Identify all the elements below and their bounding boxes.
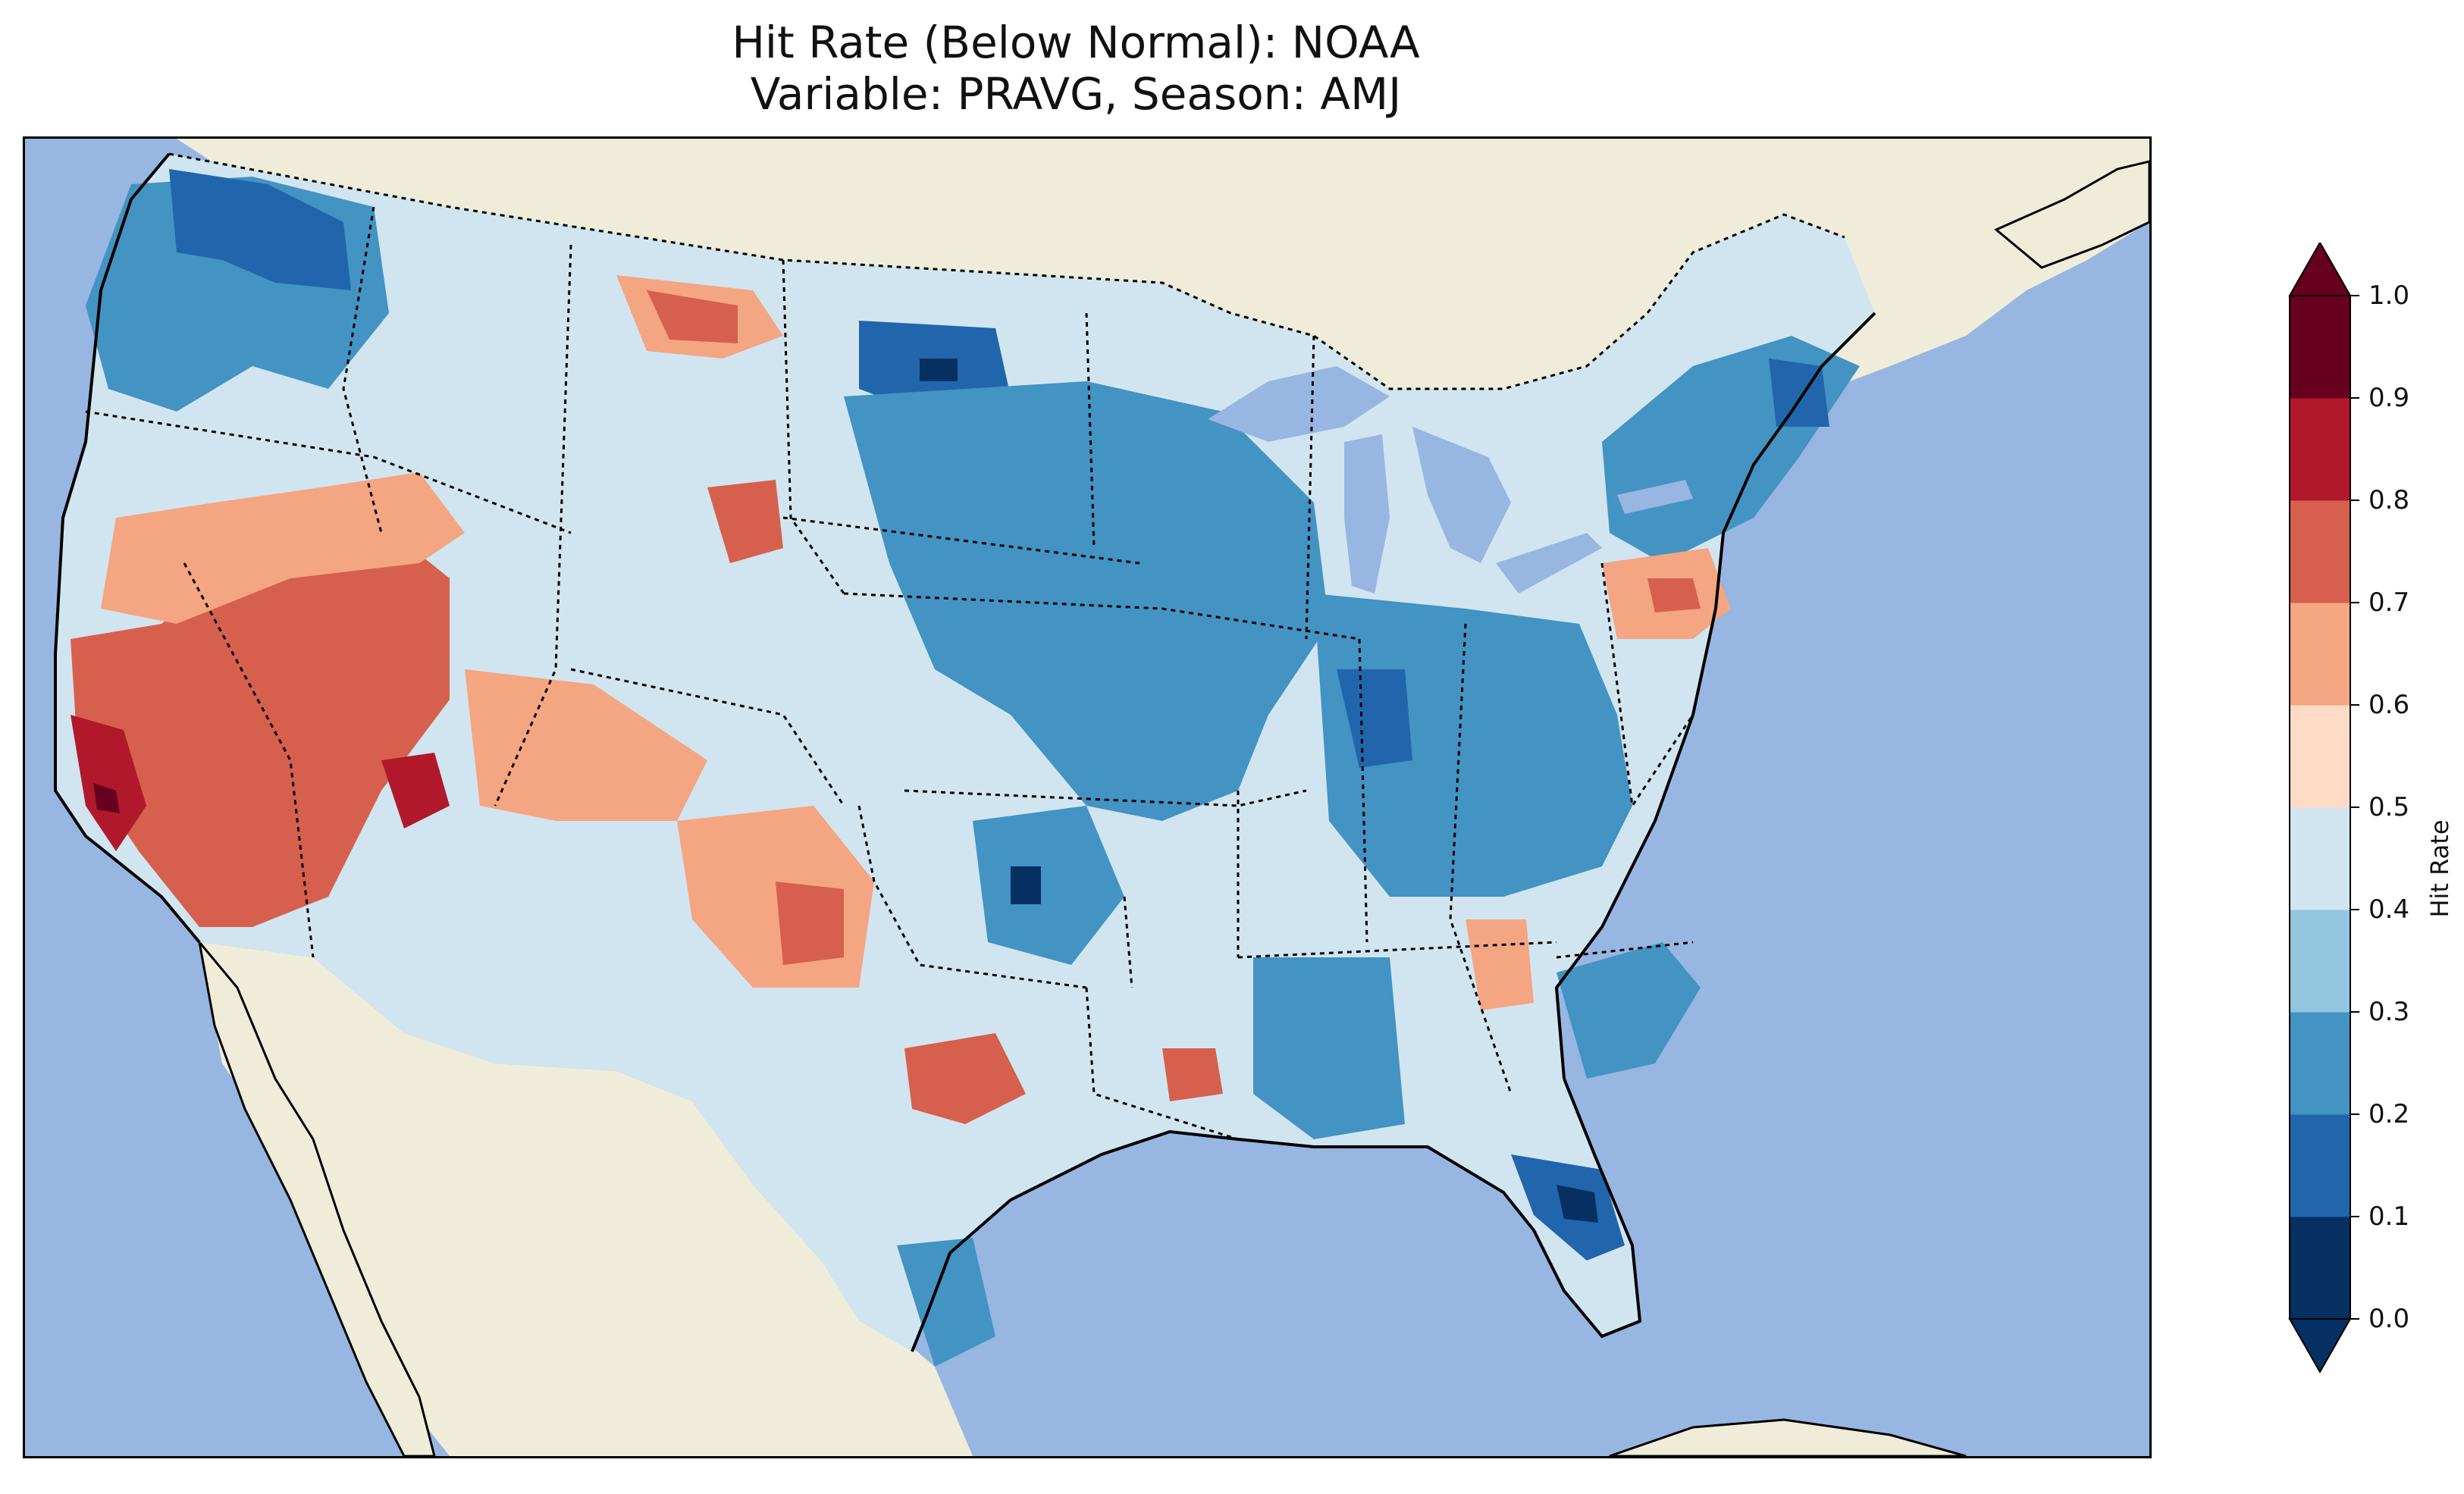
lake-ontario (1617, 480, 1693, 514)
lake-michigan (1344, 434, 1390, 594)
lake-huron (1412, 427, 1511, 563)
colorbar-segment (2290, 910, 2350, 1013)
tx-south (897, 1238, 995, 1367)
map-panel (23, 136, 2152, 1458)
borders (54, 152, 1876, 1352)
colorbar-tick-label: 0.2 (2368, 1099, 2410, 1129)
map-title: Hit Rate (Below Normal): NOAA Variable: … (0, 17, 2152, 120)
lake-superior (1208, 366, 1390, 442)
mexico-land (199, 942, 973, 1456)
colorbar (2288, 243, 2359, 1374)
colorbar-tick-label: 0.7 (2368, 587, 2410, 618)
ohio-dark (1337, 669, 1412, 768)
title-line-1: Hit Rate (Below Normal): NOAA (732, 17, 1420, 68)
ga-orange (1466, 919, 1534, 1010)
colorbar-tick-label: 0.6 (2368, 690, 2410, 720)
title-line-2: Variable: PRAVG, Season: AMJ (750, 68, 1402, 120)
colorbar-ticks (2350, 295, 2359, 1320)
mt-red (647, 290, 738, 343)
ok-red (776, 882, 844, 965)
midwest-blue (844, 381, 1329, 821)
pnw-dark (169, 169, 351, 290)
colorbar-extend-low (2288, 1318, 2352, 1374)
az-darkred (381, 753, 450, 828)
la-red (1162, 1048, 1223, 1101)
baja-land (197, 938, 436, 1456)
colorbar-tick-label: 1.0 (2368, 280, 2410, 311)
nova-scotia-land (1994, 160, 2149, 269)
colorbar-label: Hit Rate (2425, 819, 2454, 918)
nd-deep (920, 359, 958, 381)
ut-orange (465, 669, 707, 821)
colorbar-tick-label: 0.3 (2368, 997, 2410, 1027)
colorbar-segment (2290, 398, 2350, 501)
colorbar-segment (2290, 807, 2350, 910)
ks-blue (973, 806, 1124, 965)
great-lakes (1208, 366, 1693, 594)
colorbar-tick-label: 0.4 (2368, 894, 2410, 925)
colorbar-segment (2290, 296, 2350, 399)
sc-blue (1556, 942, 1701, 1079)
colorbar-segment (2290, 1012, 2350, 1115)
canada-border (168, 152, 1845, 390)
colorbar-tick-label: 0.0 (2368, 1304, 2410, 1334)
colorbar-tick-label: 0.8 (2368, 485, 2410, 515)
colorbar-extend-high (2288, 243, 2352, 296)
colorbar-tick-label: 0.9 (2368, 383, 2410, 413)
hit-rate-map (25, 139, 2149, 1456)
wy-red (707, 480, 783, 563)
colorbar-segments (2290, 296, 2350, 1320)
ca-red (71, 518, 450, 927)
socal-deepred (93, 783, 120, 813)
colorbar-segment (2290, 705, 2350, 808)
ca-orange (101, 472, 465, 624)
colorbar-segment (2290, 500, 2350, 603)
state-lines (85, 206, 1694, 1141)
ks-dark (1011, 866, 1041, 904)
ms-blue (1253, 957, 1405, 1139)
lake-erie (1496, 533, 1602, 594)
colorbar-tick-label: 0.5 (2368, 792, 2410, 822)
tx-red (904, 1033, 1026, 1124)
pa-red (1647, 578, 1701, 612)
colorbar-tick-label: 0.1 (2368, 1201, 2410, 1232)
colorbar-segment (2290, 1114, 2350, 1217)
fl-deep (1556, 1185, 1598, 1223)
colorbar-segment (2290, 603, 2350, 706)
cuba-land (1609, 1418, 1967, 1456)
us-coastline (54, 152, 1876, 1352)
socal-darkred (71, 715, 146, 851)
colorbar-segment (2290, 1217, 2350, 1320)
